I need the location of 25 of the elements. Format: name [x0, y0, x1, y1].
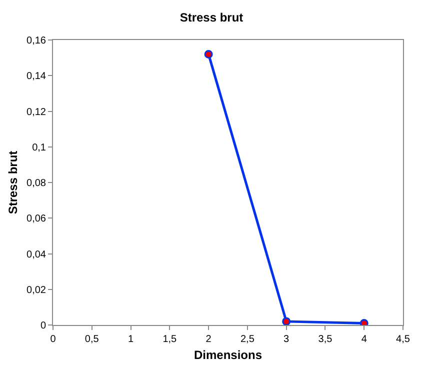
x-tick-label: 4,5 [396, 334, 410, 345]
chart-title: Stress brut [180, 10, 244, 25]
x-tick-label: 4 [361, 334, 368, 345]
x-tick-label: 1 [128, 334, 134, 345]
x-tick-label: 3 [284, 334, 290, 345]
point [204, 50, 213, 58]
y-tick-label: 0,12 [26, 106, 46, 118]
x-tick-label: 1,5 [162, 334, 178, 345]
y-tick-label: 0,02 [26, 284, 46, 296]
x-tick-label: 0,5 [84, 334, 100, 345]
y-tick-label: 0,08 [26, 178, 46, 189]
x-tick-label: 2 [206, 334, 212, 345]
x-tick-label: 2,5 [240, 334, 255, 345]
point [282, 317, 291, 325]
y-axis-title: Stress brut [6, 150, 20, 214]
y-tick-label: 0,16 [26, 36, 46, 46]
point [360, 318, 368, 325]
x-tick-label: 3,5 [318, 334, 333, 345]
y-tick-label: 0 [40, 320, 46, 332]
y-tick-label: 0,1 [32, 142, 46, 154]
x-axis-title: Dimensions [194, 348, 262, 362]
y-tick-label: 0,14 [26, 71, 46, 82]
y-tick-label: 0,06 [26, 214, 46, 225]
y-tick-label: 0,04 [26, 249, 46, 260]
x-tick-label: 0 [50, 334, 56, 345]
